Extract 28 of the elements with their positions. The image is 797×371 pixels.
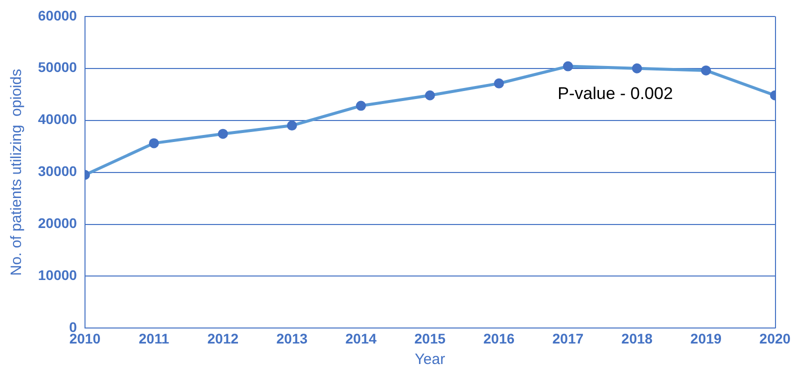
- y-tick-label: 30000: [38, 163, 78, 180]
- x-axis-title: Year: [414, 351, 446, 368]
- x-tick-label: 2011: [138, 330, 170, 346]
- point: [632, 63, 642, 74]
- point: [424, 90, 435, 100]
- annotation: P-value - 0.002: [558, 84, 673, 104]
- x-tick-label: 2019: [690, 330, 722, 346]
- x-tick-label: 2016: [483, 330, 515, 346]
- y-tick-label: 10000: [38, 267, 78, 284]
- y-axis-title: No. of patients utilizing opioids: [8, 68, 26, 276]
- y-tick-label: 60000: [38, 7, 78, 24]
- x-tick-label: 2014: [345, 330, 377, 346]
- y-tick-label: 20000: [38, 215, 78, 232]
- x-tick-label: 2012: [207, 330, 239, 346]
- point: [286, 120, 297, 131]
- point: [148, 138, 159, 148]
- x-tick-label: 2013: [276, 330, 308, 346]
- y-tick-label: 50000: [38, 59, 78, 76]
- point: [356, 100, 366, 111]
- x-tick-label: 2018: [621, 330, 653, 346]
- point: [562, 61, 573, 72]
- y-tick-label: 40000: [38, 111, 78, 128]
- x-tick-label: 2020: [759, 330, 791, 346]
- point: [218, 128, 228, 139]
- point: [494, 78, 504, 88]
- x-tick-label: 2015: [414, 330, 446, 346]
- point: [700, 65, 711, 76]
- x-tick-label: 2017: [552, 330, 584, 346]
